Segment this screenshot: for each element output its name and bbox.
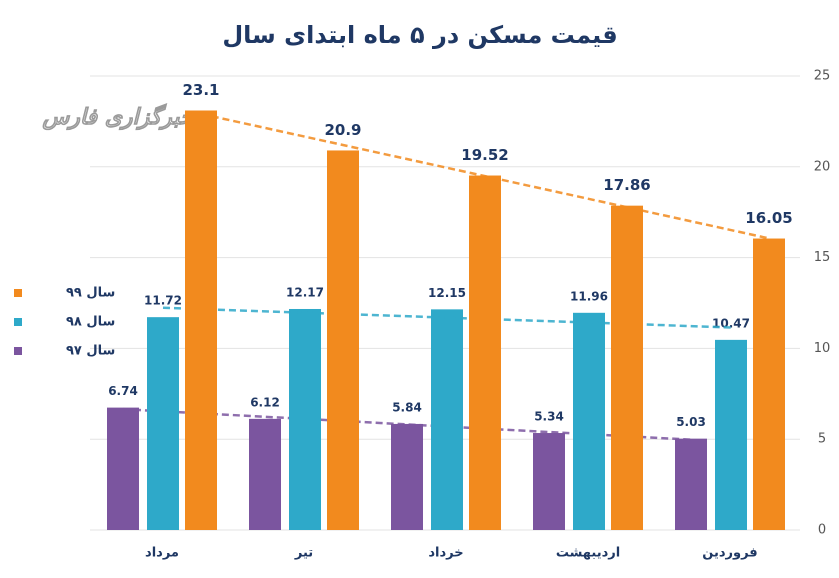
y-tick-label: 20 (814, 159, 831, 174)
bar (185, 110, 217, 530)
value-label: 16.05 (745, 209, 792, 227)
bar (573, 312, 605, 530)
value-label: 23.1 (182, 81, 219, 99)
legend-swatch (14, 289, 22, 297)
legend-swatch (14, 318, 22, 326)
value-label: 5.84 (392, 400, 422, 414)
x-tick-label: فروردین (702, 546, 757, 561)
value-label: 6.74 (108, 384, 138, 398)
legend-label: سال ۹۷ (66, 344, 115, 359)
value-label: 19.52 (461, 146, 508, 164)
bar (675, 438, 707, 530)
value-label: 11.96 (570, 289, 608, 303)
y-tick-label: 15 (814, 250, 831, 265)
bar (107, 407, 139, 530)
value-label: 5.34 (534, 410, 564, 424)
value-label: 6.12 (250, 395, 280, 409)
value-label: 17.86 (603, 176, 650, 194)
x-tick-label: مرداد (145, 546, 179, 561)
x-tick-label: اردیبهشت (556, 546, 620, 561)
value-label: 20.9 (324, 121, 361, 139)
bar (249, 418, 281, 530)
x-tick-label: تیر (294, 546, 313, 561)
bar (611, 205, 643, 530)
y-tick-label: 0 (818, 523, 826, 538)
bar (469, 175, 501, 531)
bar (391, 423, 423, 530)
bar (533, 433, 565, 530)
value-label: 10.47 (712, 316, 750, 330)
legend-label: سال ۹۸ (66, 315, 115, 330)
legend-label: سال ۹۹ (66, 286, 115, 301)
y-tick-label: 10 (814, 341, 831, 356)
bar (147, 317, 179, 530)
value-label: 12.17 (286, 285, 324, 299)
watermark: خبرگزاری فارس (41, 103, 195, 130)
y-tick-label: 5 (818, 432, 826, 447)
trendline (200, 112, 770, 240)
x-tick-label: خرداد (428, 546, 463, 561)
bar (289, 308, 321, 530)
y-tick-label: 25 (814, 69, 831, 84)
bar (431, 309, 463, 530)
chart-title: قیمت مسکن در ۵ ماه ابتدای سال (222, 21, 617, 49)
bar (715, 339, 747, 530)
value-label: 11.72 (144, 294, 182, 308)
value-label: 12.15 (428, 286, 466, 300)
legend-swatch (14, 347, 22, 355)
bar (327, 150, 359, 530)
bar (753, 238, 785, 531)
value-label: 5.03 (676, 415, 706, 429)
